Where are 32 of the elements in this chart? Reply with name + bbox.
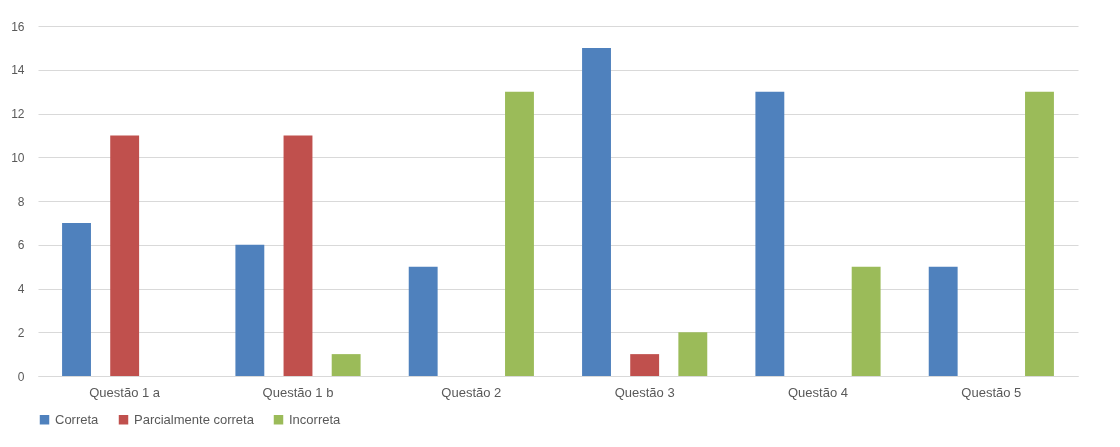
- x-tick-label: Questão 2: [441, 384, 502, 400]
- bar: [630, 354, 660, 376]
- y-tick-label: 12: [11, 107, 25, 121]
- x-tick-label: Questão 5: [961, 384, 1022, 400]
- bar: [62, 222, 91, 376]
- x-tick-label: Questão 1 b: [262, 384, 334, 400]
- y-tick-label: 4: [17, 282, 25, 296]
- bar: [582, 47, 611, 376]
- y-tick-label: 10: [11, 150, 25, 165]
- y-tick-label: 6: [17, 238, 25, 253]
- bar: [408, 266, 438, 376]
- legend-label: Correta: [55, 411, 100, 427]
- y-tick-label: 14: [11, 63, 25, 78]
- bar: [678, 332, 708, 376]
- bar: [505, 91, 534, 376]
- legend-label: Incorreta: [289, 411, 342, 427]
- bar: [331, 354, 361, 376]
- y-tick-label: 16: [11, 19, 25, 34]
- y-tick-label: 8: [17, 194, 25, 209]
- bar: [235, 244, 265, 376]
- y-tick-label: 0: [17, 369, 25, 384]
- y-tick-label: 2: [17, 325, 25, 340]
- bar: [110, 135, 140, 376]
- x-tick-label: Questão 1 a: [89, 384, 161, 400]
- x-tick-label: Questão 3: [614, 384, 675, 400]
- bar: [283, 135, 313, 376]
- bar: [851, 266, 881, 376]
- bar: [1025, 91, 1054, 376]
- bar: [755, 91, 785, 376]
- legend-label: Parcialmente correta: [134, 411, 255, 427]
- x-tick-label: Questão 4: [788, 384, 848, 400]
- bar: [928, 266, 958, 376]
